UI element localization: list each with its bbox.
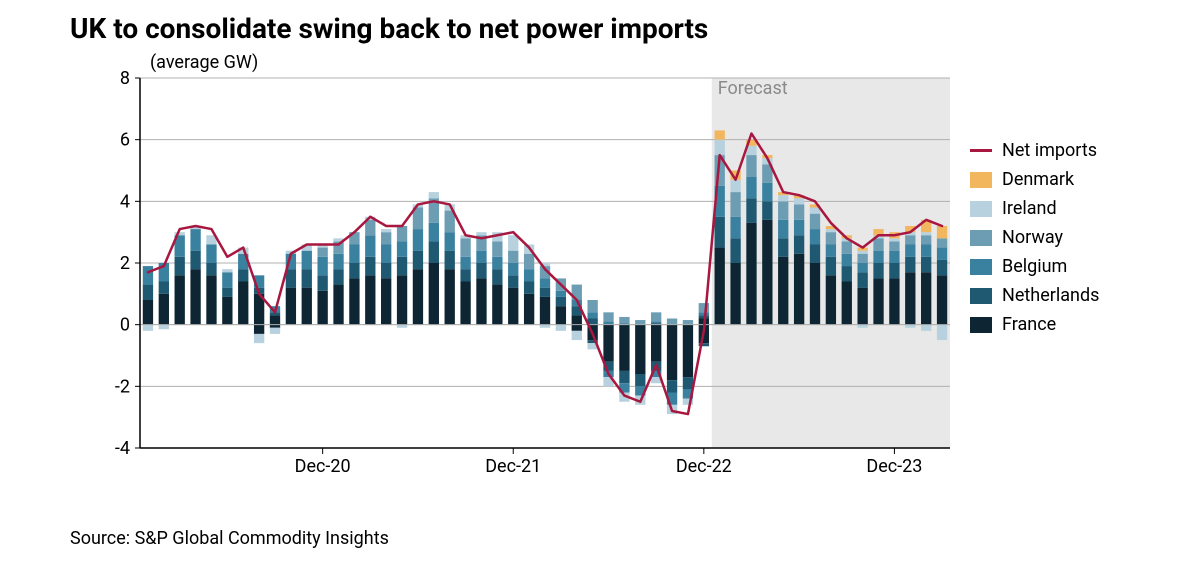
swatch-france <box>970 317 992 333</box>
chart-subtitle: (average GW) <box>150 52 258 73</box>
legend-item-denmark: Denmark <box>970 169 1099 190</box>
y-tick-label: -2 <box>115 376 130 397</box>
y-tick-label: 2 <box>120 253 130 274</box>
legend-label: Ireland <box>1002 198 1057 219</box>
plot-area: -4-202468Dec-20Dec-21Dec-22Dec-23Forecas… <box>100 78 950 478</box>
x-tick-label: Dec-22 <box>676 456 732 477</box>
swatch-norway <box>970 230 992 246</box>
legend-label: Net imports <box>1002 140 1097 161</box>
swatch-ireland <box>970 201 992 217</box>
chart-source: Source: S&P Global Commodity Insights <box>70 528 389 549</box>
line-swatch <box>970 149 992 152</box>
y-tick-label: 0 <box>120 315 130 336</box>
legend-label: Netherlands <box>1002 285 1099 306</box>
y-tick-label: 4 <box>120 191 130 212</box>
y-tick-label: 6 <box>120 130 130 151</box>
forecast-label: Forecast <box>718 78 788 99</box>
legend-item-norway: Norway <box>970 227 1099 248</box>
chart-container: UK to consolidate swing back to net powe… <box>0 0 1200 565</box>
swatch-netherlands <box>970 288 992 304</box>
legend-item-net-imports: Net imports <box>970 140 1099 161</box>
y-tick-label: -4 <box>115 438 130 459</box>
swatch-belgium <box>970 259 992 275</box>
legend-label: Belgium <box>1002 256 1067 277</box>
legend-label: France <box>1002 314 1056 335</box>
y-tick-label: 8 <box>120 68 130 89</box>
legend-label: Norway <box>1002 227 1063 248</box>
legend-item-france: France <box>970 314 1099 335</box>
legend-item-ireland: Ireland <box>970 198 1099 219</box>
x-tick-label: Dec-23 <box>866 456 922 477</box>
legend: Net imports Denmark Ireland Norway Belgium N… <box>970 140 1099 343</box>
legend-label: Denmark <box>1002 169 1074 190</box>
legend-item-belgium: Belgium <box>970 256 1099 277</box>
swatch-denmark <box>970 172 992 188</box>
legend-item-netherlands: Netherlands <box>970 285 1099 306</box>
chart-title: UK to consolidate swing back to net powe… <box>70 12 708 45</box>
x-tick-label: Dec-21 <box>485 456 541 477</box>
x-tick-label: Dec-20 <box>295 456 351 477</box>
